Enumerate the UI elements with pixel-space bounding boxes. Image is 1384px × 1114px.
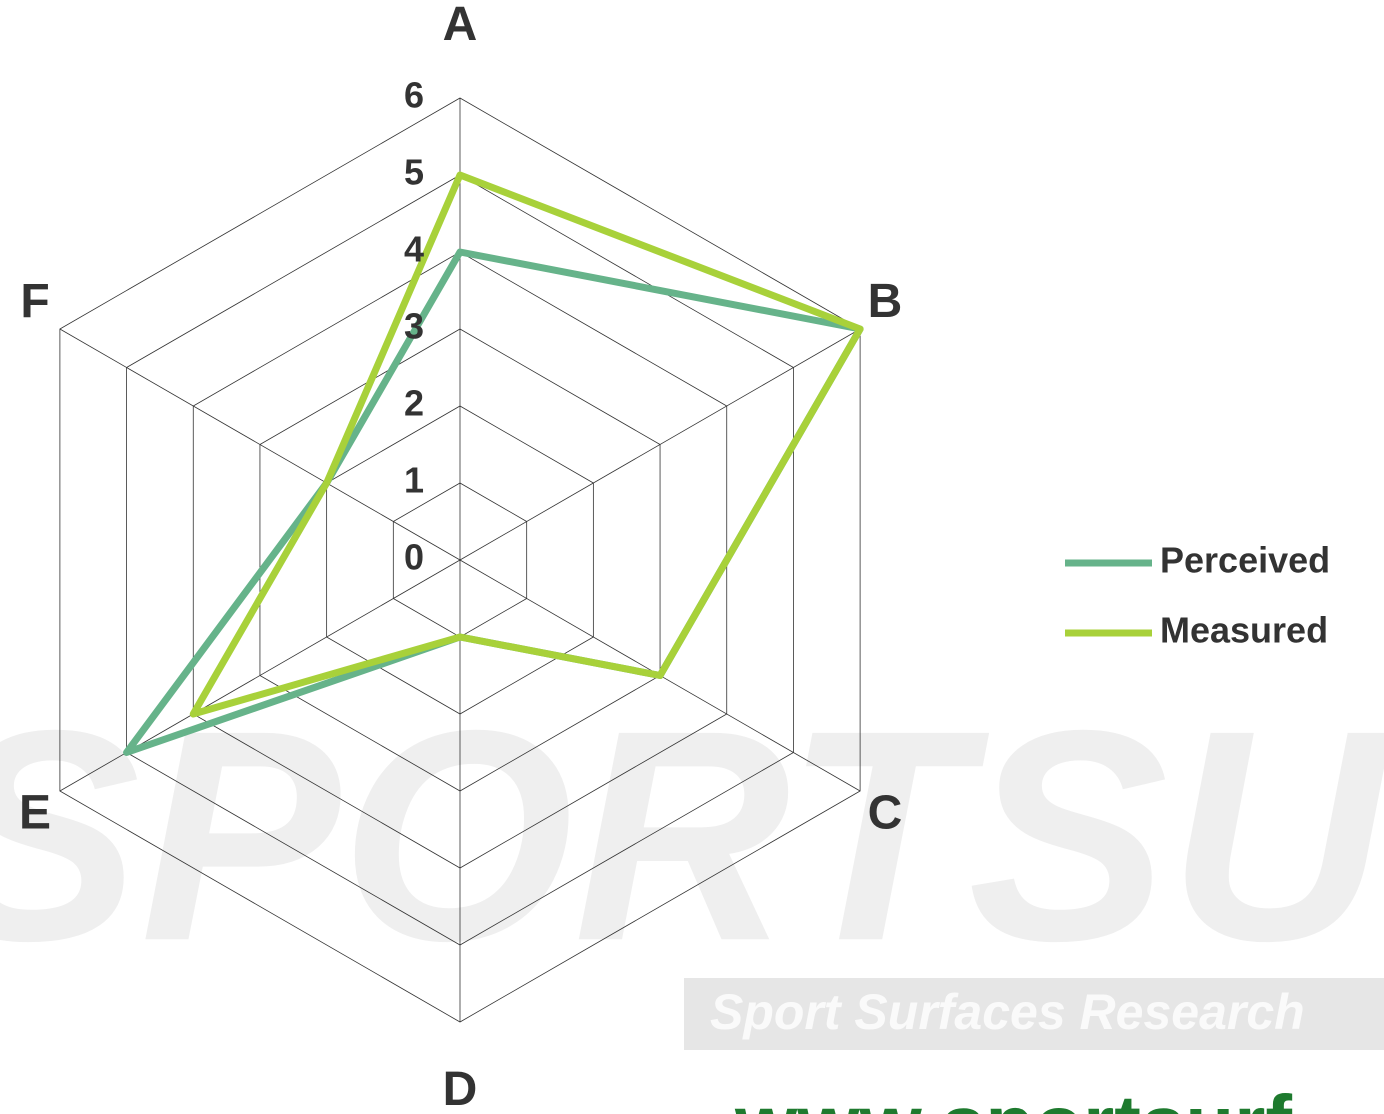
axis-label: C <box>868 786 903 839</box>
watermark-text: www.sportsurf <box>734 1079 1292 1114</box>
watermark-text: SPORTSURF <box>0 667 1384 1003</box>
axis-label: D <box>443 1063 478 1114</box>
axis-label: E <box>19 786 51 839</box>
legend-label: Measured <box>1160 610 1328 651</box>
watermark-layer: SPORTSURF Sport Surfaces Research www.sp… <box>0 667 1384 1114</box>
watermark-band <box>684 978 1384 1050</box>
r-tick-label: 5 <box>404 152 424 193</box>
axis-label: B <box>868 275 903 328</box>
r-tick-label: 1 <box>404 460 424 501</box>
r-tick-label: 4 <box>404 229 424 270</box>
axis-label: F <box>20 275 49 328</box>
series-line <box>189 171 864 718</box>
r-tick-label: 0 <box>404 537 424 578</box>
watermark-text: Sport Surfaces Research <box>710 984 1305 1040</box>
axis-label: A <box>443 0 478 51</box>
r-tick-label: 6 <box>404 75 424 116</box>
r-tick-label: 2 <box>404 383 424 424</box>
r-tick-label: 3 <box>404 306 424 347</box>
spoke <box>59 328 461 561</box>
spoke <box>459 328 861 561</box>
legend-label: Perceived <box>1160 540 1330 581</box>
